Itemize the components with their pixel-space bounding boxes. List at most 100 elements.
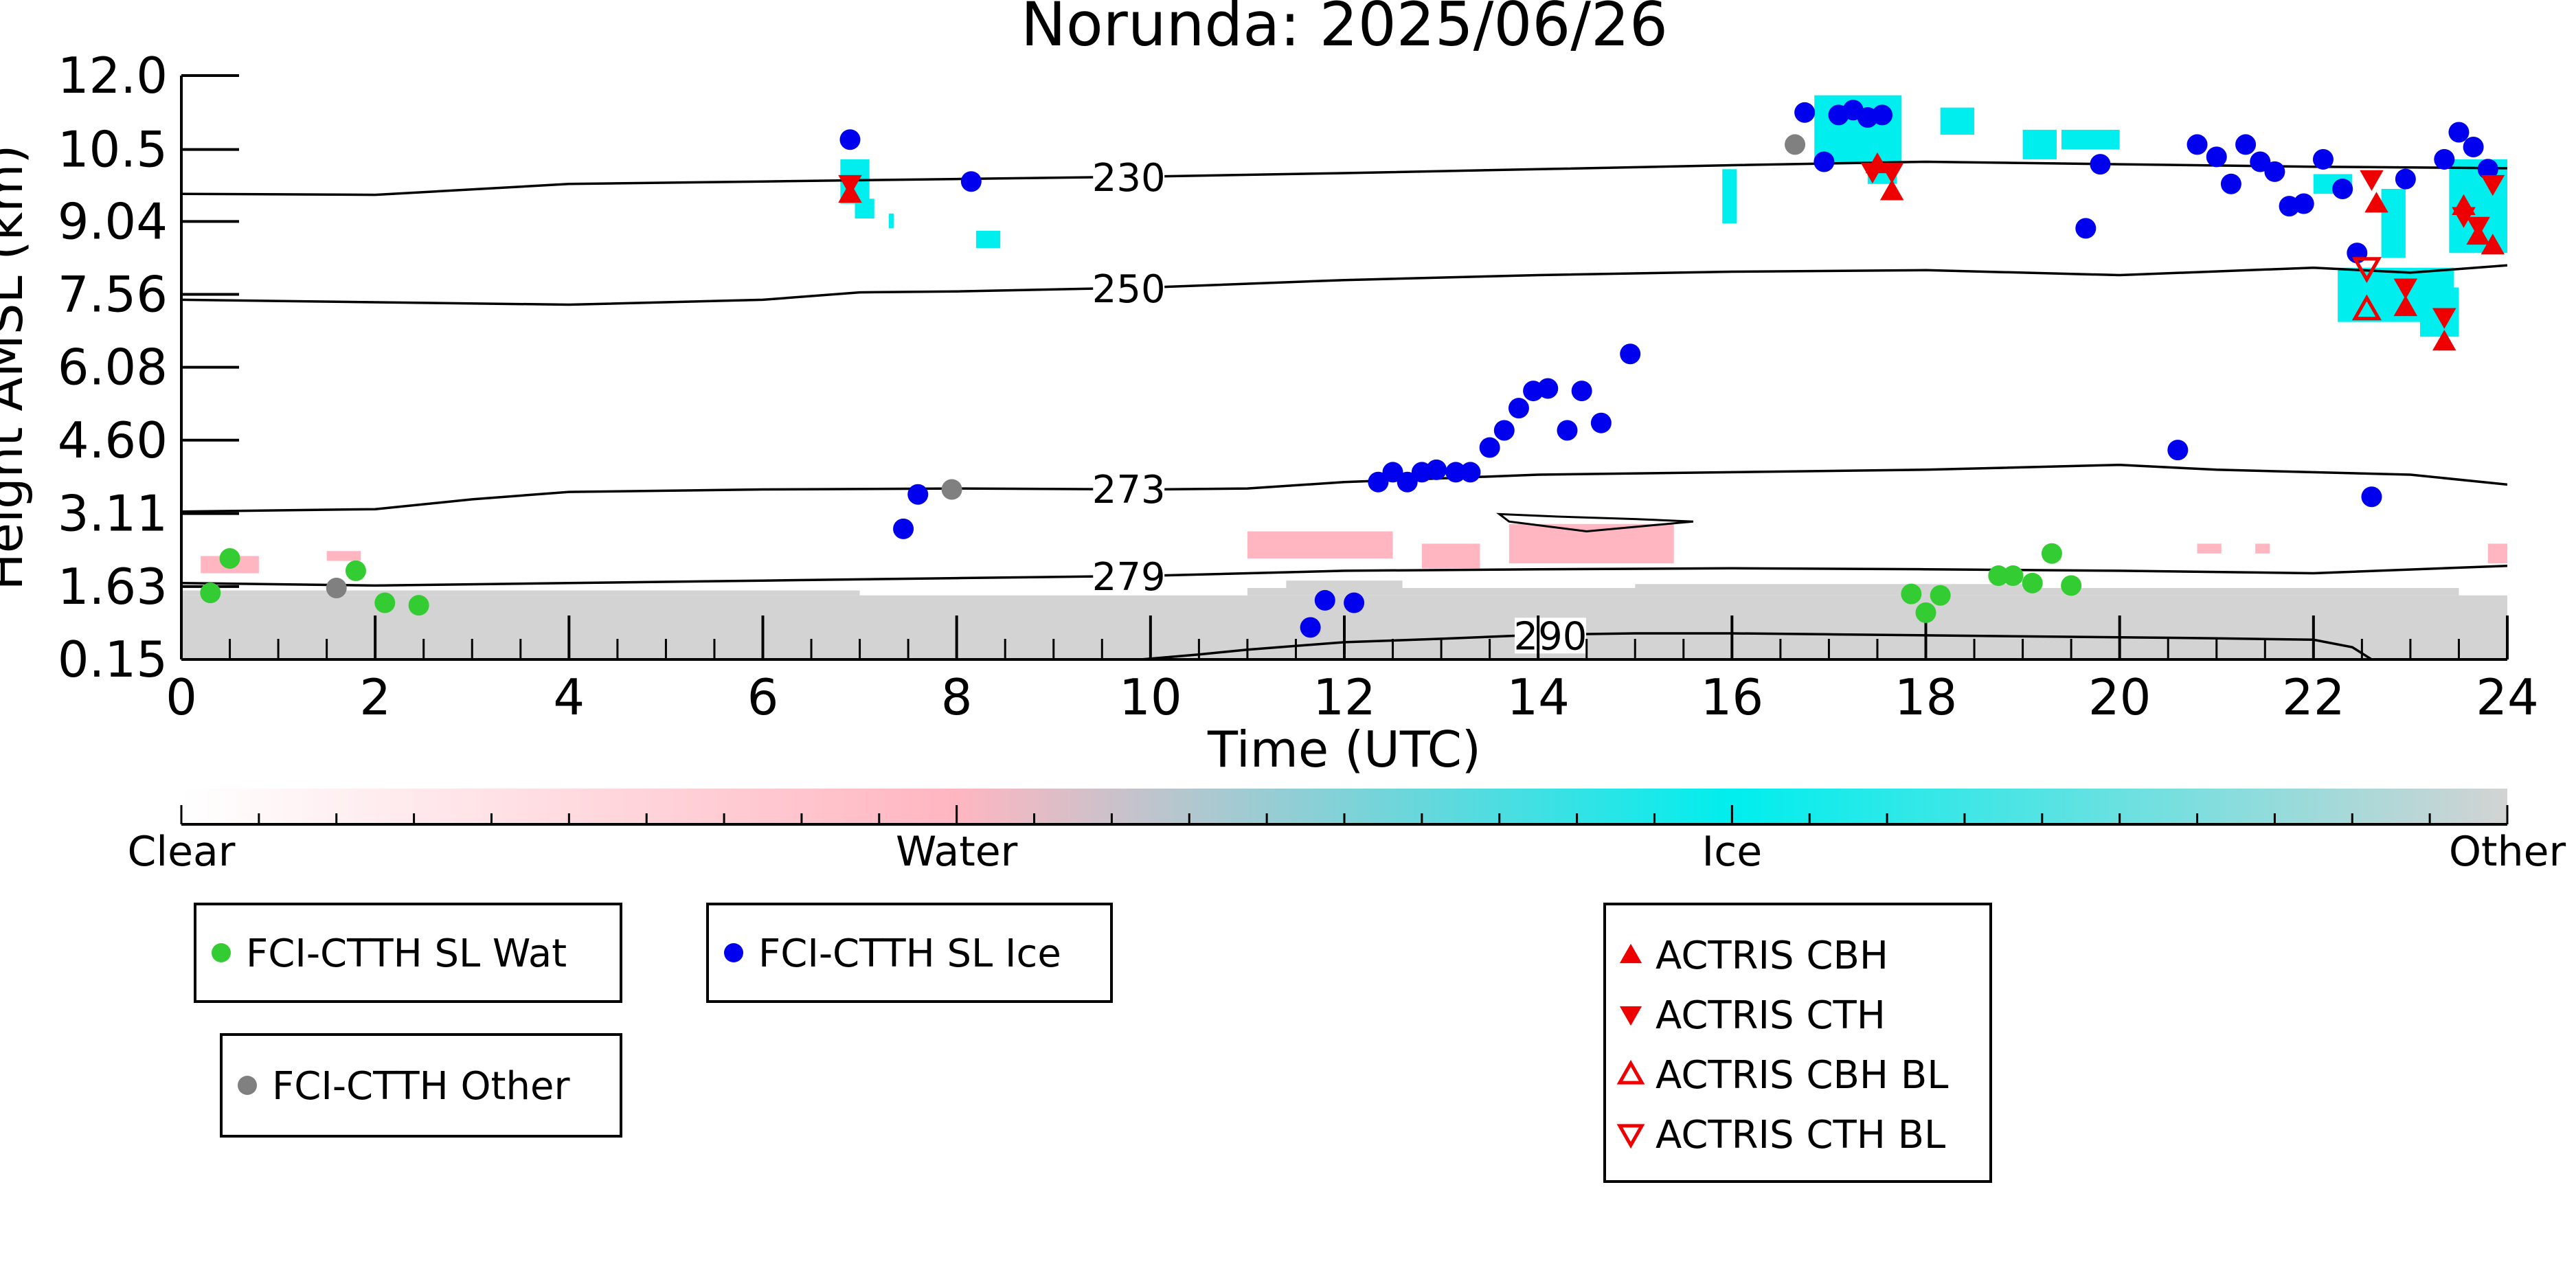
- y-tick-label: 1.63: [58, 558, 168, 615]
- point-fci-ctth-sl-ice: [2395, 168, 2416, 190]
- colorbar-label-ice: Ice: [1702, 828, 1763, 876]
- point-fci-ctth-sl-ice: [1571, 381, 1592, 402]
- point-fci-ctth-sl-wat: [1930, 585, 1951, 606]
- point-fci-ctth-sl-ice: [2332, 178, 2353, 199]
- contour-label-230: 230: [1092, 156, 1166, 201]
- y-tick-label: 0.15: [58, 631, 168, 688]
- y-tick-label: 6.08: [58, 339, 168, 396]
- legend-marker: [1616, 1059, 1645, 1085]
- legend-label: ACTRIS CBH BL: [1656, 1053, 1948, 1098]
- band-ice: [2061, 129, 2120, 150]
- legend-box: FCI-CTTH SL Wat: [194, 903, 622, 1003]
- chart-title: Norunda: 2025/06/26: [1021, 0, 1668, 60]
- point-fci-ctth-sl-ice: [2220, 173, 2241, 194]
- point-fci-ctth-sl-ice: [960, 171, 982, 192]
- legend-box: ACTRIS CBH ACTRIS CTH ACTRIS CBH BL ACTRIS …: [1603, 903, 1992, 1183]
- legend-frame: [220, 1033, 622, 1138]
- legend-marker: [212, 943, 231, 962]
- point-actris-cbh: [1879, 179, 1904, 201]
- point-fci-ctth-sl-ice: [1445, 462, 1467, 483]
- point-actris-cth: [2393, 278, 2418, 300]
- x-tick-label: 10: [1119, 668, 1182, 726]
- point-fci-ctth-sl-wat: [1988, 565, 2009, 587]
- point-fci-ctth-sl-ice: [1382, 462, 1403, 483]
- point-fci-ctth-sl-wat: [408, 595, 429, 616]
- point-fci-ctth-sl-wat: [2061, 575, 2082, 596]
- point-fci-ctth-sl-wat: [374, 592, 396, 613]
- point-fci-ctth-sl-ice: [893, 518, 914, 539]
- point-fci-ctth-sl-ice: [1300, 617, 1321, 638]
- y-tick-label: 9.04: [58, 192, 168, 250]
- x-tick-label: 4: [553, 668, 585, 726]
- point-fci-ctth-sl-wat: [1901, 583, 1922, 605]
- legend-marker: [1619, 1006, 1642, 1026]
- point-fci-ctth-other: [1785, 134, 1806, 155]
- point-actris-cth: [2360, 170, 2384, 191]
- band-ice: [2022, 129, 2057, 159]
- point-actris-cth: [2481, 174, 2505, 196]
- legend-label: FCI-CTTH SL Ice: [758, 931, 1061, 976]
- band-ice: [888, 213, 894, 229]
- x-axis-label: Time (UTC): [1207, 721, 1481, 778]
- point-fci-ctth-sl-ice: [1508, 398, 1529, 419]
- point-fci-ctth-sl-ice: [1397, 471, 1418, 493]
- y-tick-label: 12.0: [58, 47, 168, 104]
- x-tick-label: 22: [2282, 668, 2345, 726]
- point-fci-ctth-sl-ice: [2448, 122, 2470, 143]
- band-water: [2487, 543, 2507, 564]
- axes: 0 2 4 6 8 10 12 14 16 18 20 22 240.151.633.114.606.0…: [58, 47, 2539, 726]
- point-fci-ctth-sl-ice: [2090, 154, 2111, 175]
- contour-279: [181, 564, 2507, 587]
- point-fci-ctth-other: [326, 577, 347, 598]
- point-fci-ctth-sl-ice: [2361, 486, 2382, 508]
- contour-label-bg: [1093, 271, 1165, 307]
- legend-label: ACTRIS CBH: [1656, 934, 1888, 978]
- point-fci-ctth-sl-ice: [1557, 420, 1578, 441]
- category-bands: [181, 95, 2507, 659]
- point-fci-ctth-sl-ice: [1460, 462, 1481, 483]
- point-fci-ctth-sl-wat: [200, 583, 221, 604]
- y-tick-label: 10.5: [58, 121, 168, 179]
- band-ice: [2381, 188, 2406, 258]
- band-water: [326, 551, 361, 561]
- legend-marker: [1616, 1124, 1645, 1149]
- point-actris-cbh: [2481, 234, 2505, 255]
- contour-label-bg: [1093, 558, 1165, 595]
- point-fci-ctth-sl-ice: [1814, 151, 1835, 172]
- point-fci-ctth-sl-ice: [2477, 159, 2498, 180]
- colorbar-ticks: Clear Water Ice Other: [128, 805, 2566, 876]
- x-tick-label: 20: [2088, 668, 2151, 726]
- point-actris-cbh: [2432, 330, 2456, 351]
- legend-box: FCI-CTTH SL Ice: [706, 903, 1113, 1003]
- point-actris-cth: [2432, 308, 2456, 329]
- band-other: [1247, 587, 2459, 596]
- point-actris-cth: [2466, 216, 2490, 238]
- point-fci-ctth-sl-ice: [2187, 134, 2208, 155]
- x-tick-label: 6: [747, 668, 779, 726]
- contour-230: [181, 160, 2507, 196]
- legend-marker: [724, 943, 743, 962]
- point-actris-cbh: [2364, 192, 2388, 213]
- point-fci-ctth-sl-ice: [2075, 218, 2097, 239]
- band-water: [1247, 531, 1393, 558]
- y-axis-label: Height AMSL (km): [0, 145, 34, 591]
- colorbar-label-water: Water: [896, 828, 1018, 876]
- point-fci-ctth-sl-wat: [2002, 565, 2024, 587]
- contour-label-273: 273: [1092, 468, 1166, 512]
- point-fci-ctth-sl-ice: [1426, 459, 1447, 480]
- point-fci-ctth-sl-wat: [219, 547, 240, 569]
- point-fci-ctth-sl-ice: [2463, 137, 2484, 158]
- band-ice: [1722, 169, 1737, 224]
- band-ice: [975, 230, 1001, 249]
- point-actris-cth-bl: [2351, 257, 2382, 284]
- y-tick-label: 4.60: [58, 411, 168, 469]
- legends: FCI-CTTH SL Wat FCI-CTTH SL Ice FCI-CTTH O…: [194, 903, 1992, 1183]
- x-tick-label: 16: [1701, 668, 1764, 726]
- x-tick-label: 8: [941, 668, 973, 726]
- x-tick-label: 2: [359, 668, 391, 726]
- point-fci-ctth-sl-wat: [345, 560, 366, 581]
- point-actris-cth: [838, 174, 862, 196]
- legend-frame: [194, 903, 622, 1003]
- point-fci-ctth-sl-ice: [1344, 592, 1365, 613]
